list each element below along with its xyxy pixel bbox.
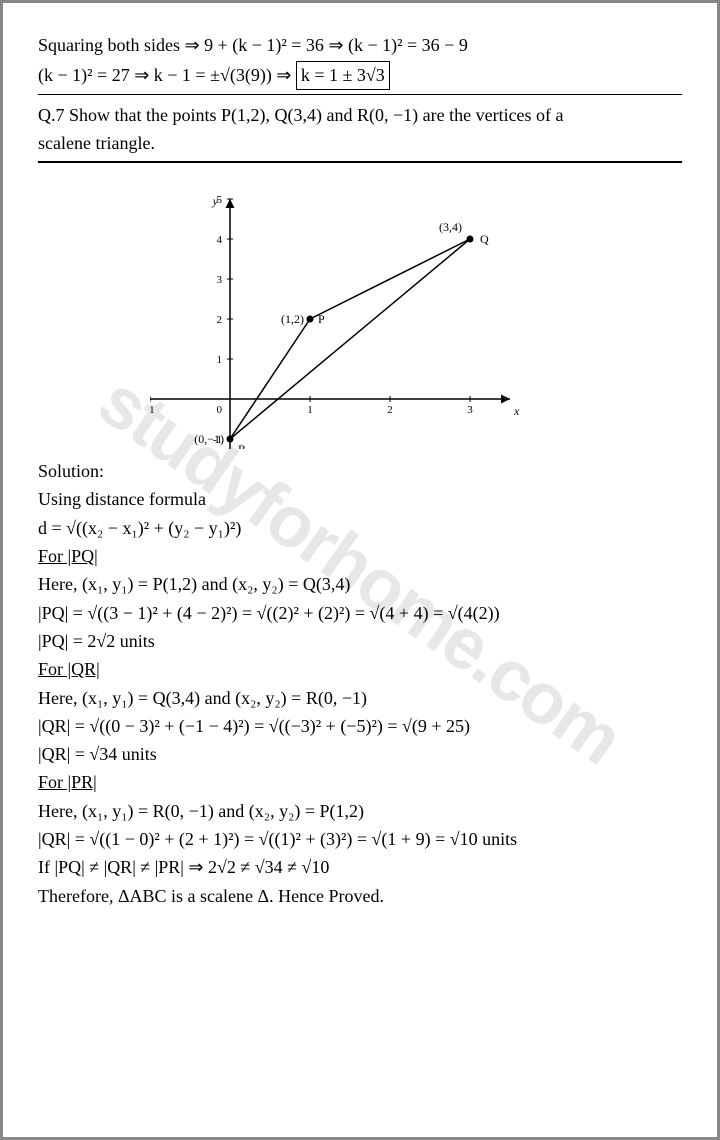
triangle-chart: -1123-1123450xy(1,2)P(3,4)Q(0,−1)R [38, 169, 682, 449]
eq-line-2: (k − 1)² = 27 ⇒ k − 1 = ±√(3(9)) ⇒ k = 1… [38, 61, 682, 89]
pr-here: Here, (x₁, y₁) = R(0, −1) and (x₂, y₂) =… [38, 799, 682, 823]
divider-2 [38, 161, 682, 163]
qr-calc: |QR| = √((0 − 3)² + (−1 − 4)²) = √((−3)²… [38, 714, 682, 738]
divider-1 [38, 94, 682, 95]
svg-text:R: R [238, 442, 246, 449]
qr-here: Here, (x₁, y₁) = Q(3,4) and (x₂, y₂) = R… [38, 686, 682, 710]
svg-text:0: 0 [217, 404, 223, 416]
svg-text:P: P [318, 312, 325, 326]
svg-text:Q: Q [480, 232, 489, 246]
pr-calc: |QR| = √((1 − 0)² + (2 + 1)²) = √((1)² +… [38, 827, 682, 851]
chart-svg: -1123-1123450xy(1,2)P(3,4)Q(0,−1)R [150, 169, 570, 449]
eq-line-2a: (k − 1)² = 27 ⇒ k − 1 = ±√(3(9)) ⇒ [38, 65, 296, 85]
svg-text:2: 2 [387, 404, 393, 416]
svg-text:(1,2): (1,2) [281, 312, 304, 326]
conclusion-line: Therefore, ΔABC is a scalene Δ. Hence Pr… [38, 884, 682, 908]
svg-text:3: 3 [217, 274, 223, 286]
svg-text:1: 1 [217, 354, 223, 366]
svg-text:(0,−1): (0,−1) [194, 432, 224, 446]
svg-text:(3,4): (3,4) [439, 220, 462, 234]
for-qr-header: For |QR| [38, 657, 682, 681]
pq-result: |PQ| = 2√2 units [38, 629, 682, 653]
for-pq-header: For |PQ| [38, 544, 682, 568]
svg-text:-1: -1 [150, 404, 155, 416]
svg-text:3: 3 [467, 404, 473, 416]
solution-label: Solution: [38, 459, 682, 483]
pq-here: Here, (x₁, y₁) = P(1,2) and (x₂, y₂) = Q… [38, 572, 682, 596]
svg-text:4: 4 [217, 234, 223, 246]
q7-line-b: scalene triangle. [38, 131, 682, 155]
condition-line: If |PQ| ≠ |QR| ≠ |PR| ⇒ 2√2 ≠ √34 ≠ √10 [38, 855, 682, 879]
svg-text:2: 2 [217, 314, 223, 326]
eq-line-1: Squaring both sides ⇒ 9 + (k − 1)² = 36 … [38, 33, 682, 57]
pq-calc: |PQ| = √((3 − 1)² + (4 − 2)²) = √((2)² +… [38, 601, 682, 625]
q7-line-a: Q.7 Show that the points P(1,2), Q(3,4) … [38, 103, 682, 127]
page-content: Squaring both sides ⇒ 9 + (k − 1)² = 36 … [38, 33, 682, 908]
svg-text:x: x [513, 404, 520, 418]
svg-text:y: y [212, 194, 219, 208]
qr-result: |QR| = √34 units [38, 742, 682, 766]
for-pr-header: For |PR| [38, 770, 682, 794]
svg-text:1: 1 [307, 404, 313, 416]
distance-formula: d = √((x₂ − x₁)² + (y₂ − y₁)²) [38, 516, 682, 540]
using-formula: Using distance formula [38, 487, 682, 511]
boxed-answer: k = 1 ± 3√3 [296, 61, 390, 89]
